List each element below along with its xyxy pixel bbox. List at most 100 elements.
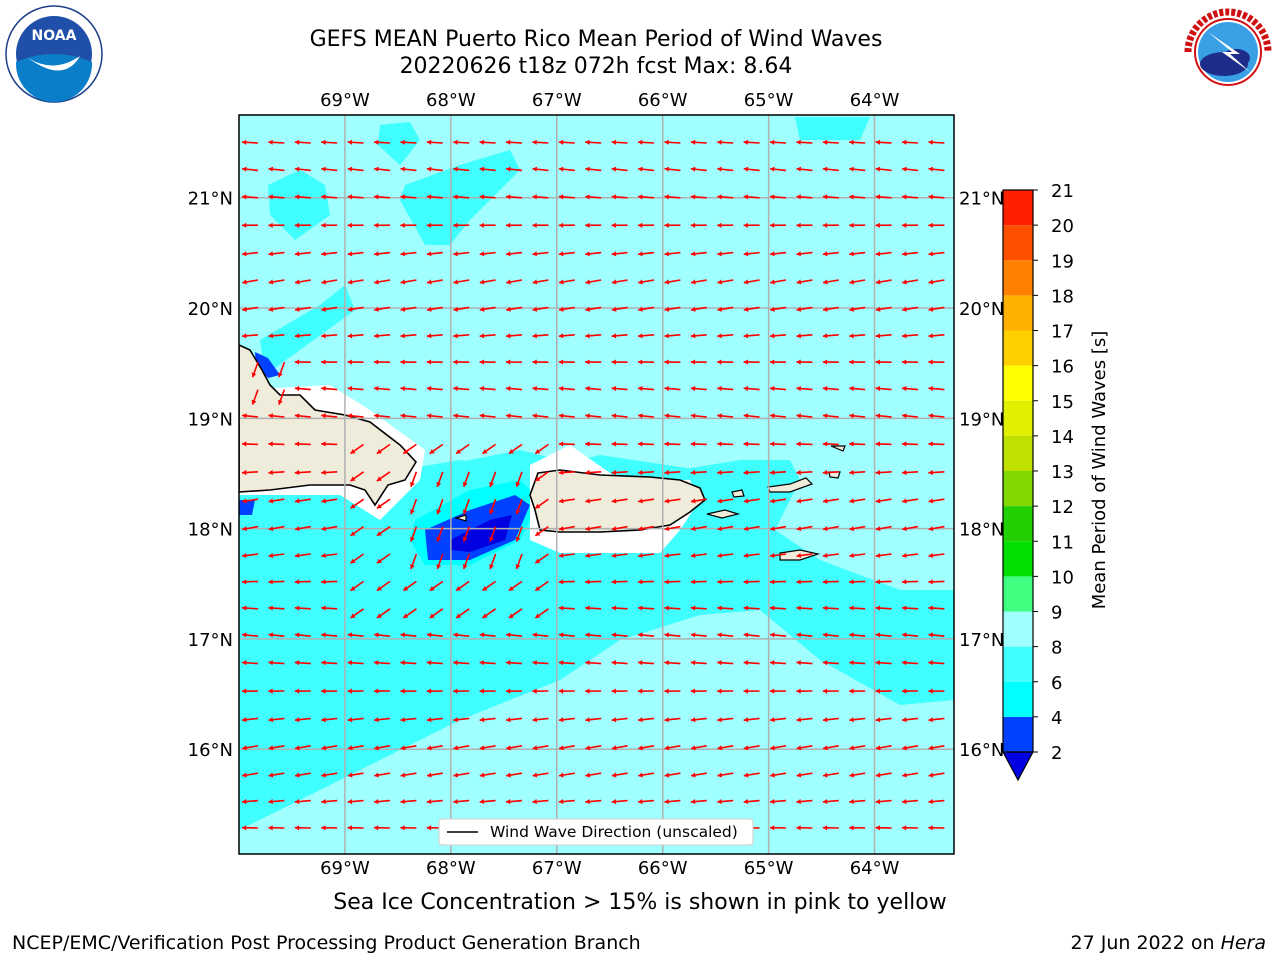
wind-arrow (321, 166, 338, 172)
wind-arrow (426, 139, 443, 145)
wind-arrow (347, 385, 364, 392)
wind-arrow (321, 688, 338, 694)
wind-arrow (400, 306, 417, 312)
wind-arrow (515, 471, 523, 488)
wind-arrow (928, 222, 945, 228)
wind-arrow (321, 333, 338, 339)
wind-arrow (277, 389, 286, 405)
wind-arrow (426, 222, 443, 228)
longitude-labels-top: 69°W 68°W 67°W 66°W 65°W 64°W (320, 90, 900, 111)
wind-arrow (479, 688, 496, 694)
wind-arrow (638, 552, 655, 559)
wind-arrow (558, 441, 575, 447)
wind-arrow (690, 333, 707, 339)
wind-arrow (717, 552, 734, 559)
wind-arrow (268, 166, 285, 172)
page-subtitle: 20220626 t18z 072h fcst Max: 8.64 (399, 54, 793, 79)
wind-arrow (743, 251, 760, 257)
wind-arrow (505, 660, 523, 666)
wind-arrow (294, 413, 311, 419)
wind-arrow (268, 279, 285, 285)
wind-arrow (268, 306, 285, 312)
wind-arrow (453, 222, 470, 228)
wind-arrow (796, 825, 813, 831)
wind-arrow (664, 799, 681, 805)
wind-arrow (585, 139, 602, 145)
wind-arrow (585, 772, 602, 778)
colorbar-segment (1003, 541, 1033, 577)
wind-arrow (242, 166, 259, 172)
wind-arrow (611, 660, 628, 666)
wind-arrow (690, 772, 707, 778)
wind-arrow (928, 194, 945, 200)
wind-arrow (717, 333, 734, 339)
wind-arrow (505, 385, 523, 392)
wind-arrow (532, 772, 549, 778)
wind-arrow (426, 660, 443, 666)
wind-arrow (743, 441, 760, 447)
wind-arrow (611, 385, 628, 392)
wind-arrow (796, 525, 813, 532)
wind-arrow (426, 306, 443, 312)
wind-arrow (769, 660, 787, 666)
wind-arrow (743, 166, 760, 172)
wind-arrow (479, 799, 496, 805)
wind-arrow (901, 359, 919, 365)
wind-arrow (796, 385, 813, 392)
wind-arrow (350, 608, 365, 619)
wind-arrow (717, 251, 734, 257)
wind-arrow (664, 469, 681, 476)
wind-arrow (429, 608, 444, 619)
wind-arrow (400, 333, 417, 339)
colorbar-tick-label: 6 (1051, 673, 1062, 694)
wind-arrow (585, 279, 602, 285)
wind-arrow (376, 498, 391, 510)
wind-arrow (294, 139, 311, 145)
wind-arrow (822, 525, 839, 532)
wind-arrow (743, 279, 760, 285)
wind-arrow (743, 772, 760, 778)
wind-arrow (849, 166, 866, 172)
wind-arrow (268, 799, 285, 805)
wind-arrow (321, 498, 338, 504)
wind-arrow (690, 525, 707, 532)
lon-label-top: 69°W (320, 90, 370, 111)
wind-arrow (558, 772, 575, 778)
wind-arrow (268, 333, 285, 339)
footer-credit: NCEP/EMC/Verification Post Processing Pr… (12, 932, 641, 954)
sea-ice-note: Sea Ice Concentration > 15% is shown in … (333, 890, 947, 915)
wind-arrow (796, 413, 813, 419)
wind-arrow (376, 471, 391, 482)
wind-arrow (373, 222, 391, 228)
wind-arrow (268, 251, 285, 257)
wind-arrow (400, 825, 417, 831)
wind-arrow (717, 441, 734, 447)
wind-arrow (532, 385, 549, 392)
wind-arrow (453, 688, 470, 694)
wind-arrow (822, 498, 839, 504)
wind-arrow (242, 772, 259, 778)
wind-arrow (928, 469, 945, 476)
wind-arrow (822, 251, 839, 257)
wind-arrow (664, 222, 681, 228)
wind-arrow (321, 139, 338, 145)
wind-arrow (901, 413, 919, 419)
lon-label-top: 66°W (638, 90, 688, 111)
wind-arrow (426, 772, 443, 778)
wind-arrow (350, 580, 365, 592)
wind-arrow (928, 688, 945, 694)
wind-arrow (928, 279, 945, 285)
wind-arrow (770, 166, 787, 172)
wind-arrow (453, 306, 470, 312)
wind-arrow (928, 441, 945, 447)
wind-arrow (638, 498, 655, 504)
wind-arrow (534, 498, 549, 510)
wind-arrow (690, 222, 707, 228)
wind-arrow (928, 552, 945, 559)
colorbar-tick-label: 15 (1051, 392, 1074, 413)
wind-arrow (796, 745, 813, 751)
wind-arrow (453, 660, 470, 666)
wind-arrow (743, 469, 760, 476)
wind-arrow (241, 688, 259, 694)
lon-label-top: 65°W (744, 90, 794, 111)
